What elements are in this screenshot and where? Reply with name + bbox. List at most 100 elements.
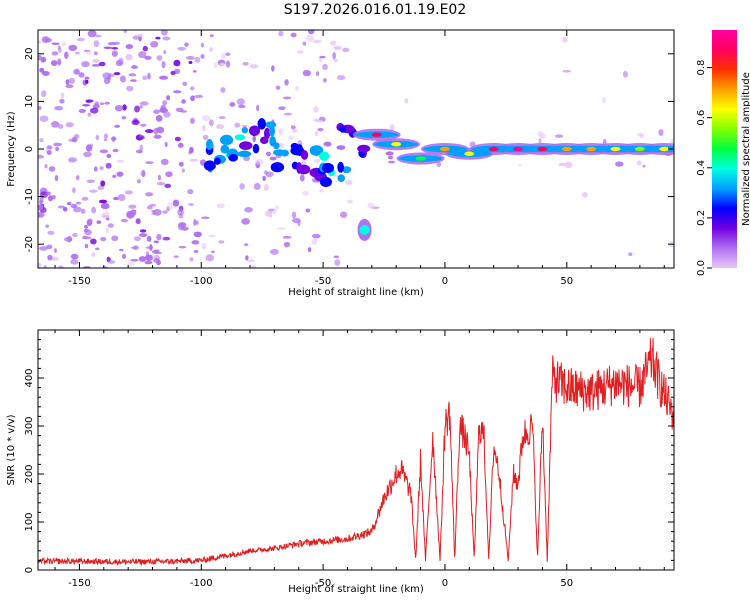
noise-speck xyxy=(128,73,137,77)
noise-speck xyxy=(282,235,292,239)
noise-speck xyxy=(136,179,141,184)
snr-ylabel: SNR (10 * v/v) xyxy=(6,414,17,485)
weak-track-cell xyxy=(357,144,371,153)
noise-speck xyxy=(539,133,546,139)
noise-speck xyxy=(229,102,236,107)
noise-speck xyxy=(213,62,218,69)
noise-speck xyxy=(128,204,137,209)
snr-ytick-label: 300 xyxy=(24,416,35,435)
noise-speck xyxy=(210,250,215,254)
noise-speck xyxy=(249,64,259,69)
noise-speck xyxy=(93,51,98,56)
noise-speck xyxy=(307,30,315,35)
weak-track-cell xyxy=(337,174,346,182)
noise-speck xyxy=(72,187,76,194)
noise-speck xyxy=(51,51,59,56)
noise-speck xyxy=(114,124,121,128)
signal-peak xyxy=(488,146,499,152)
noise-speck xyxy=(70,259,79,265)
noise-speck xyxy=(58,265,64,268)
noise-speck xyxy=(107,223,114,228)
weak-track-cell xyxy=(339,125,347,133)
weak-track-cell xyxy=(319,151,330,162)
noise-speck xyxy=(84,229,92,236)
noise-speck xyxy=(225,52,231,57)
noise-speck xyxy=(162,36,171,41)
noise-speck xyxy=(83,151,92,158)
noise-speck xyxy=(669,139,674,145)
noise-speck xyxy=(339,211,348,218)
noise-speck xyxy=(157,174,161,181)
signal-peak xyxy=(561,146,572,152)
noise-speck xyxy=(76,37,85,42)
noise-speck xyxy=(86,179,96,183)
noise-speck xyxy=(161,30,168,36)
noise-speck xyxy=(111,235,119,242)
noise-speck xyxy=(317,127,324,132)
noise-speck xyxy=(130,209,137,216)
noise-speck xyxy=(61,41,67,47)
noise-speck xyxy=(225,60,231,68)
noise-speck xyxy=(57,205,65,209)
noise-speck xyxy=(278,30,284,37)
noise-speck xyxy=(271,65,275,72)
noise-speck xyxy=(194,94,204,99)
noise-speck xyxy=(112,174,117,179)
heatmap-ytick-label: 0 xyxy=(24,146,35,152)
noise-speck xyxy=(291,128,298,133)
snr-ytick-label: 400 xyxy=(24,368,35,387)
noise-speck xyxy=(201,242,207,250)
noise-speck xyxy=(166,202,174,210)
noise-speck xyxy=(99,102,105,106)
noise-speck xyxy=(242,124,247,128)
noise-speck xyxy=(111,47,119,50)
noise-speck xyxy=(312,39,322,43)
noise-speck xyxy=(163,111,171,118)
noise-speck xyxy=(622,70,628,78)
noise-speck xyxy=(302,69,311,77)
noise-speck xyxy=(132,35,141,40)
noise-speck xyxy=(156,126,165,134)
weak-track-cell xyxy=(300,150,309,160)
noise-speck xyxy=(305,208,311,213)
noise-speck xyxy=(47,254,53,261)
signal-peak xyxy=(513,146,524,152)
noise-speck xyxy=(291,211,297,219)
chart-title: S197.2026.016.01.19.E02 xyxy=(283,2,467,18)
noise-speck xyxy=(554,134,564,138)
noise-speck xyxy=(255,158,264,165)
noise-speck xyxy=(332,52,336,60)
signal-peak xyxy=(415,156,426,161)
noise-speck xyxy=(125,53,133,61)
noise-speck xyxy=(147,72,151,80)
noise-speck xyxy=(336,145,346,150)
noise-speck xyxy=(172,199,180,207)
noise-speck xyxy=(164,141,168,148)
colorbar-tick-label: 0.8 xyxy=(696,60,707,76)
noise-speck xyxy=(66,201,72,206)
noise-speck xyxy=(173,68,181,74)
noise-speck xyxy=(156,55,163,61)
noise-speck xyxy=(38,204,44,211)
noise-speck xyxy=(209,34,214,38)
noise-speck xyxy=(78,72,85,78)
noise-speck xyxy=(283,241,291,248)
noise-speck xyxy=(135,218,141,225)
noise-speck xyxy=(127,262,135,267)
noise-speck xyxy=(219,62,225,66)
heatmap-xtick-label: -100 xyxy=(190,276,213,287)
snr-ytick-label: 100 xyxy=(24,512,35,531)
noise-speck xyxy=(627,252,633,257)
noise-speck xyxy=(314,130,319,137)
colorbar-tick-label: 0.0 xyxy=(696,260,707,276)
noise-speck xyxy=(101,211,110,219)
noise-speck xyxy=(129,79,137,82)
noise-speck xyxy=(91,63,101,67)
noise-speck xyxy=(347,199,353,204)
noise-speck xyxy=(48,195,53,202)
noise-speck xyxy=(295,85,299,91)
noise-speck xyxy=(91,206,97,214)
noise-speck xyxy=(562,69,571,73)
noise-speck xyxy=(615,161,624,167)
